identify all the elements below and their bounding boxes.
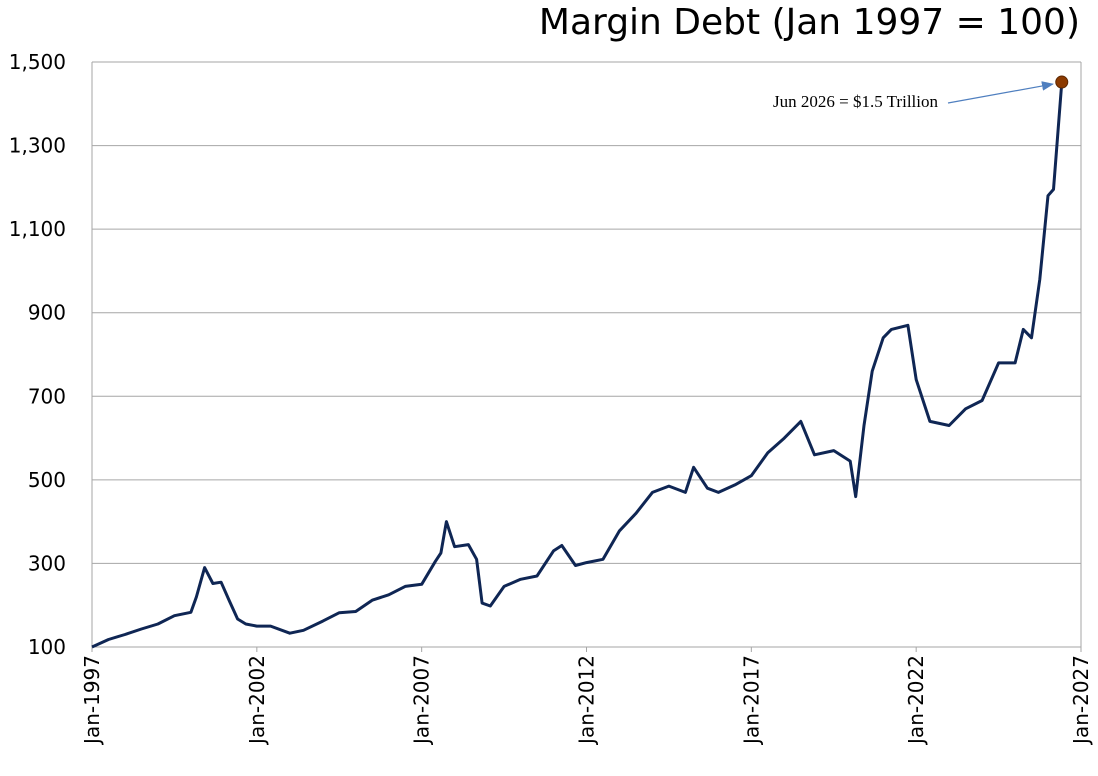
y-axis-ticks: 100 300 500 700 900 1,100 1,300 1,500 [9,50,66,659]
annotation-label: Jun 2026 = $1.5 Trillion [773,92,938,111]
y-tick-label: 300 [28,551,66,575]
x-axis-ticks: Jan-1997 Jan-2002 Jan-2007 Jan-2012 Jan-2017… [80,647,1093,746]
plot-area [91,75,1069,649]
x-tick-label: Jan-1997 [80,655,104,746]
y-tick-label: 700 [28,384,66,408]
y-tick-label: 500 [28,468,66,492]
annotation: Jun 2026 = $1.5 Trillion [773,81,1054,111]
y-tick-label: 1,500 [9,50,66,74]
x-tick-label: Jan-2027 [1069,655,1093,746]
highlight-marker [1055,75,1069,89]
y-tick-label: 100 [28,635,66,659]
x-tick-label: Jan-2017 [739,655,763,746]
gridlines [91,61,1082,648]
x-tick-label: Jan-2002 [245,655,269,746]
x-tick-label: Jan-2022 [904,655,928,746]
y-tick-label: 1,100 [9,217,66,241]
chart-title: Margin Debt (Jan 1997 = 100) [538,2,1080,43]
series-line [91,81,1064,649]
x-tick-label: Jan-2007 [410,655,434,746]
annotation-arrow [947,81,1054,104]
y-tick-label: 1,300 [9,134,66,158]
y-tick-label: 900 [28,301,66,325]
x-tick-label: Jan-2012 [575,655,599,746]
